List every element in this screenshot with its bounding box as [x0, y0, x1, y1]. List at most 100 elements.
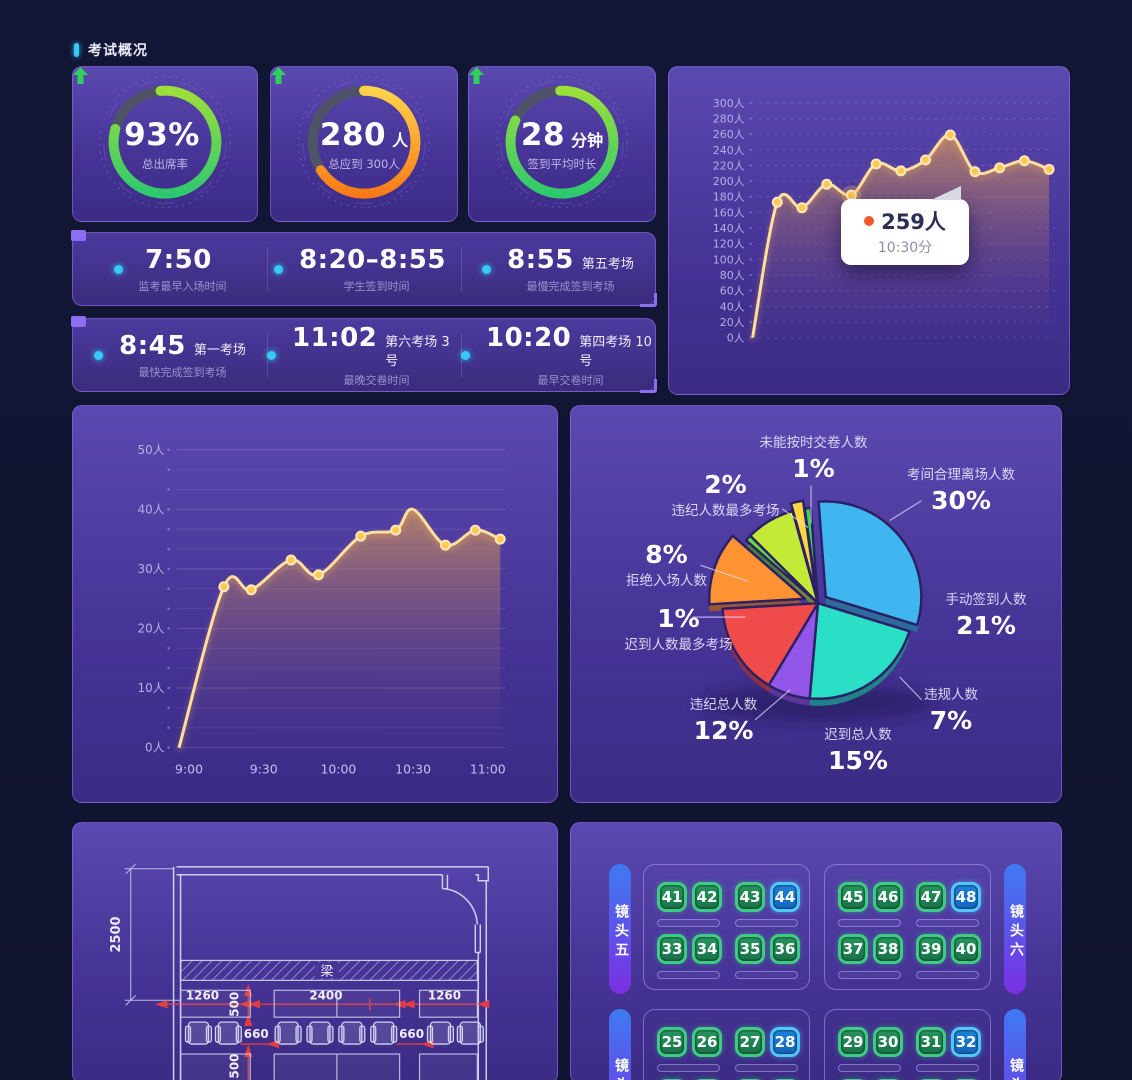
dim-660-right: 660: [399, 1027, 424, 1041]
seat-48[interactable]: 48: [951, 882, 981, 912]
seat-27[interactable]: 27: [735, 1027, 765, 1057]
pie-label-most-discipline-room: 2% 违纪人数最多考场: [671, 470, 780, 519]
seat-37[interactable]: 37: [838, 934, 868, 964]
seat-46[interactable]: 46: [873, 882, 903, 912]
seat-40[interactable]: 40: [951, 934, 981, 964]
section-accent-icon: [74, 43, 79, 57]
seat-38[interactable]: 38: [873, 934, 903, 964]
desk: [838, 1064, 901, 1072]
chart-card-checkin-trend: 0人 20人 40人 60人 80人 100人 120人 140人 160人 180人 200人 22…: [668, 66, 1070, 395]
pie-card-exam-stats: 未能按时交卷人数 1% 考间合理离场人数 30% 手动签到人数 21% 违规人数 7% …: [570, 405, 1062, 803]
pie-label-late-submit: 未能按时交卷人数 1%: [759, 435, 868, 484]
attendance-line-chart[interactable]: 0人 10人 20人 30人 40人 50人 9:00 9:30 10:00 10:30 11:00: [73, 406, 557, 802]
attendance-rate-ring: [98, 76, 232, 209]
svg-text:280人: 280人: [713, 112, 745, 125]
desk: [657, 919, 720, 927]
desk: [838, 971, 901, 979]
seat-29[interactable]: 29: [838, 1027, 868, 1057]
seat-28[interactable]: 28: [770, 1027, 800, 1057]
svg-text:30人: 30人: [137, 562, 164, 576]
svg-text:20人: 20人: [720, 316, 745, 329]
svg-text:200人: 200人: [713, 175, 745, 188]
camera-label: 镜头五: [609, 864, 631, 994]
seat-32[interactable]: 32: [951, 1027, 981, 1057]
bullet-dot-icon: [267, 350, 276, 360]
pie-label-discipline-total: 违纪总人数 12%: [689, 697, 758, 746]
seat-47[interactable]: 47: [916, 882, 946, 912]
desk: [735, 1064, 798, 1072]
seat-31[interactable]: 31: [916, 1027, 946, 1057]
walls: [172, 866, 490, 1080]
dim-1260-left: 1260: [186, 988, 219, 1002]
bullet-dot-icon: [113, 264, 123, 274]
seat-group: 45 46 47 48 37 38 39 40: [824, 864, 991, 990]
svg-text:11:00: 11:00: [470, 761, 506, 776]
svg-text:120人: 120人: [713, 238, 745, 251]
exam-stats-pie-chart[interactable]: [571, 406, 1061, 802]
svg-text:50人: 50人: [137, 443, 164, 457]
seat-44[interactable]: 44: [770, 882, 800, 912]
stat-item: 8:20–8:55 学生签到时间: [267, 233, 461, 305]
seat-26[interactable]: 26: [692, 1027, 722, 1057]
stat-label: 最快完成签到考场: [138, 365, 227, 379]
checked-in-ring: [297, 76, 431, 209]
chart-tooltip: 259人 10:30分: [841, 186, 969, 265]
svg-text:40人: 40人: [720, 300, 745, 313]
svg-text:9:00: 9:00: [175, 761, 203, 776]
pie-label-most-late-room: 1% 迟到人数最多考场: [624, 604, 733, 653]
desk: [657, 1064, 720, 1072]
seat-35[interactable]: 35: [735, 934, 765, 964]
seat-33[interactable]: 33: [657, 934, 687, 964]
stat-value: 7:50: [145, 244, 212, 275]
stat-value: 8:55: [507, 244, 574, 275]
seat-41[interactable]: 41: [657, 882, 687, 912]
seat-map: 镜头五 镜头六 41 42 43 44 33 34 35 36 45 46 47 48 37 38 39 40 镜头…: [571, 823, 1061, 1080]
seat-30[interactable]: 30: [873, 1027, 903, 1057]
stat-label: 最早交卷时间: [537, 373, 604, 387]
beam-label-bg: [314, 962, 339, 979]
stat-suffix: 第六考场 3号: [385, 334, 450, 369]
seat-45[interactable]: 45: [838, 882, 868, 912]
pie-label-late-total: 迟到总人数 15%: [824, 727, 892, 776]
stat-value: 10:20: [486, 322, 572, 353]
seat-34[interactable]: 34: [692, 934, 722, 964]
section-title: 考试概况: [88, 43, 148, 59]
svg-text:300人: 300人: [713, 97, 745, 110]
desk: [916, 971, 979, 979]
seat-map-card: 镜头五 镜头六 41 42 43 44 33 34 35 36 45 46 47 48 37 38 39 40 镜头…: [570, 822, 1062, 1080]
camera-label: 镜头: [1004, 1009, 1026, 1080]
camera-label: 镜头: [609, 1009, 631, 1080]
floor-plan-card: 梁 2500 1260 2400 1: [72, 822, 558, 1080]
desks: [179, 989, 478, 1080]
seat-36[interactable]: 36: [770, 934, 800, 964]
svg-text:180人: 180人: [713, 191, 745, 204]
pie-label-reasonable-leave: 考间合理离场人数 30%: [907, 467, 1015, 516]
seat-group: 25 26 27 28: [643, 1009, 810, 1080]
chairs: [184, 1021, 484, 1045]
svg-text:140人: 140人: [713, 222, 745, 235]
stat-item: 7:50 监考最早入场时间: [73, 233, 267, 305]
seat-42[interactable]: 42: [692, 882, 722, 912]
stat-value: 8:20–8:55: [299, 244, 446, 275]
stat-item: 10:20 第四考场 10号 最早交卷时间: [461, 319, 655, 391]
stat-suffix: 第五考场: [581, 256, 634, 272]
svg-text:100人: 100人: [713, 253, 745, 266]
dim-500-top: 500: [227, 992, 241, 1017]
chart-card-attendance-line: 0人 10人 20人 30人 40人 50人 9:00 9:30 10:00 10:30 11:00: [72, 405, 558, 803]
bullet-dot-icon: [482, 264, 492, 274]
stat-item: 8:45 第一考场 最快完成签到考场: [73, 319, 267, 391]
dim-660-left: 660: [244, 1027, 269, 1041]
seat-43[interactable]: 43: [735, 882, 765, 912]
stat-label: 最慢完成签到考场: [526, 279, 615, 293]
svg-text:220人: 220人: [713, 159, 745, 172]
bullet-dot-icon: [461, 350, 470, 360]
stat-label: 监考最早入场时间: [138, 279, 227, 293]
seat-39[interactable]: 39: [916, 934, 946, 964]
desk: [657, 971, 720, 979]
seat-25[interactable]: 25: [657, 1027, 687, 1057]
svg-text:160人: 160人: [713, 206, 745, 219]
stat-row-entry-times: 7:50 监考最早入场时间 8:20–8:55 学生签到时间 8:55 第五考场 …: [71, 230, 657, 307]
stat-suffix: 第一考场: [193, 342, 246, 358]
svg-text:40人: 40人: [137, 502, 164, 516]
stat-suffix: 第四考场 10号: [579, 334, 652, 369]
